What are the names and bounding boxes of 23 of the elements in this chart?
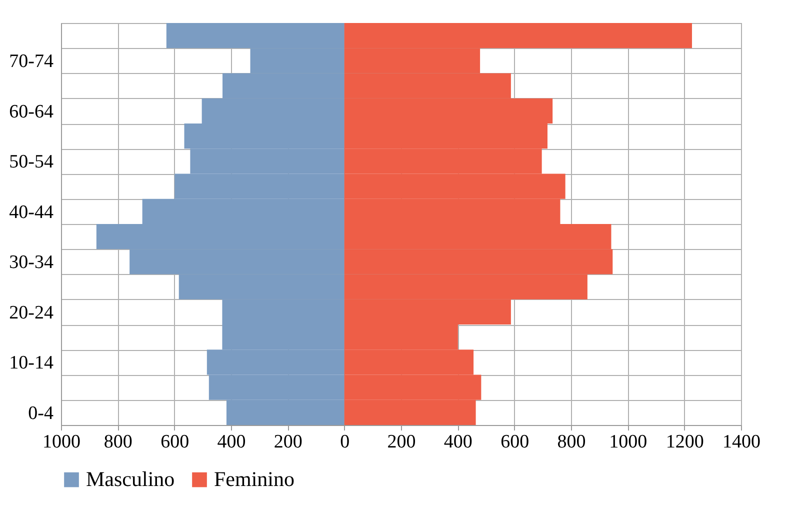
y-tick-label: 20-24 [9,302,54,324]
y-tick-label: 40-44 [9,202,54,223]
y-tick-label: 10-14 [9,352,54,374]
x-tick-label: 1000 [42,432,80,452]
legend-label: Feminino [214,466,295,491]
x-tick-label: 0 [340,432,350,452]
y-tick-label: 70-74 [9,51,54,72]
legend-label: Masculino [86,466,175,491]
y-tick-label: 50-54 [9,152,54,173]
x-tick-label: 200 [274,432,302,452]
x-tick-label: 1000 [609,432,648,452]
x-tick-label: 800 [104,432,132,452]
y-tick-label: 0-4 [28,402,54,424]
x-tick-label: 200 [387,432,416,452]
x-tick-label: 1200 [666,432,704,452]
x-tick-label: 400 [444,432,472,452]
x-tick-label: 600 [500,432,530,452]
x-tick-label: 600 [160,432,190,452]
y-tick-label: 30-34 [9,252,54,274]
x-tick-label: 1400 [722,432,760,452]
y-tick-label: 60-64 [9,101,54,122]
x-tick-label: 400 [217,432,246,452]
x-tick-label: 800 [557,432,586,452]
